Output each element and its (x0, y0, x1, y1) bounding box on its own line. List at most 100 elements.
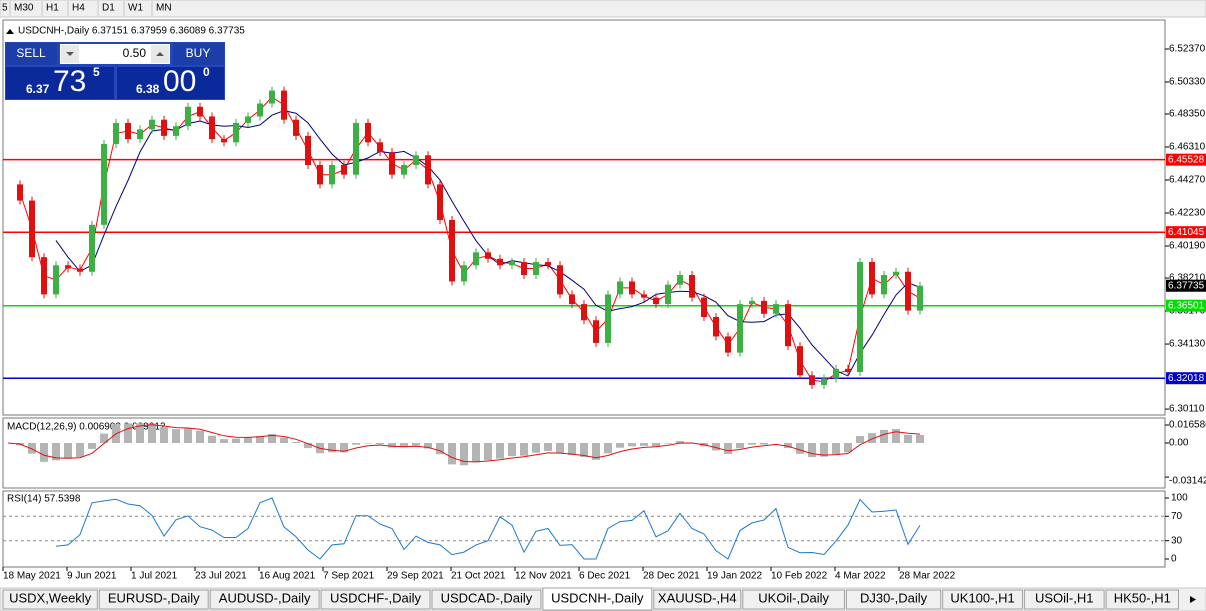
tab[interactable] (209, 589, 320, 610)
tab[interactable] (942, 589, 1023, 610)
macd-bar (916, 434, 924, 444)
tab-label[interactable]: UKOil-,Daily (758, 590, 829, 605)
macd-bar (400, 443, 408, 448)
tab-label[interactable]: USOil-,H1 (1035, 590, 1094, 605)
candle (101, 143, 107, 225)
sell-price-box[interactable] (6, 67, 114, 99)
x-tick-label: 23 Jul 2021 (195, 571, 247, 582)
level-label-bg (1166, 299, 1206, 312)
main-panel (2, 19, 1166, 416)
timeframe-button[interactable]: D1 (102, 3, 115, 14)
toolbar (0, 0, 1206, 18)
candle (113, 122, 119, 144)
timeframe-button[interactable]: 5 (2, 3, 8, 14)
macd-bar (52, 443, 60, 461)
macd-bar (304, 443, 312, 449)
tab[interactable] (1105, 589, 1179, 610)
macd-bar (28, 443, 36, 454)
buy-button[interactable] (173, 43, 224, 65)
candle (209, 116, 215, 140)
macd-bar (712, 443, 720, 451)
tab[interactable] (431, 589, 542, 610)
tab[interactable] (742, 589, 845, 610)
candle (797, 346, 803, 376)
macd-bar (208, 435, 216, 444)
buy-price-box[interactable] (117, 67, 224, 99)
macd-tick-label: 0.016586 (1169, 420, 1206, 431)
tab-label[interactable]: AUDUSD-,Daily (219, 590, 311, 605)
tab-label[interactable]: UK100-,H1 (950, 590, 1014, 605)
tab[interactable] (320, 589, 431, 610)
candle (89, 224, 95, 272)
macd-bar (472, 443, 480, 463)
candle (53, 265, 59, 295)
macd-tick-label: 0.00 (1169, 438, 1189, 449)
buy-label[interactable]: BUY (186, 46, 211, 60)
lot-up-icon (156, 52, 164, 56)
macd-bar (148, 423, 156, 444)
price-label: 6.37735 (1168, 280, 1205, 291)
tab[interactable] (845, 589, 942, 610)
candle (341, 164, 347, 175)
tab[interactable] (653, 589, 742, 610)
macd-bar (616, 443, 624, 448)
tab-label[interactable]: XAUUSD-,H4 (658, 590, 737, 605)
candle (41, 257, 47, 295)
candle (857, 262, 863, 373)
sell-label[interactable]: SELL (16, 46, 46, 60)
candle (473, 252, 479, 266)
candle (461, 265, 467, 282)
tab[interactable] (2, 589, 98, 610)
macd-bar (340, 443, 348, 453)
macd-bar (484, 443, 492, 461)
tab-label[interactable]: EURUSD-,Daily (108, 590, 200, 605)
timeframe-button[interactable]: W1 (128, 3, 143, 14)
buy-price-small: 0 (203, 65, 210, 79)
tab[interactable] (98, 589, 209, 610)
sell-price-small: 5 (93, 65, 100, 79)
macd-bar (496, 443, 504, 459)
macd-bar (292, 442, 300, 444)
tab-label[interactable]: USDX,Weekly (9, 590, 92, 605)
y-tick-label: 6.50330 (1169, 77, 1206, 88)
tab-label[interactable]: USDCHF-,Daily (330, 590, 422, 605)
macd-bar (664, 443, 672, 444)
candle (245, 116, 251, 123)
candle (77, 268, 83, 272)
macd-bar (580, 443, 588, 457)
macd-bar (844, 443, 852, 453)
tab[interactable] (1023, 589, 1105, 610)
lot-field[interactable] (60, 44, 170, 64)
candle (761, 300, 767, 314)
x-tick-label: 21 Oct 2021 (451, 571, 506, 582)
timeframe-button[interactable]: H4 (72, 3, 85, 14)
tab-label[interactable]: USDCAD-,Daily (441, 590, 533, 605)
tab-label[interactable]: DJ30-,Daily (860, 590, 928, 605)
candle (545, 262, 551, 266)
candle (653, 297, 659, 305)
macd-bar (532, 443, 540, 453)
tab-scroll-right[interactable] (1190, 596, 1196, 603)
lot-value[interactable]: 0.50 (123, 46, 147, 60)
macd-bar (424, 443, 432, 449)
candle (701, 297, 707, 318)
candle (533, 262, 539, 275)
candle (353, 122, 359, 175)
sell-button[interactable] (6, 43, 57, 65)
timeframe-button[interactable]: MN (156, 3, 172, 14)
candle (269, 90, 275, 104)
x-tick-label: 9 Jun 2021 (67, 571, 117, 582)
level-label: 6.41045 (1168, 227, 1205, 238)
tab[interactable] (542, 587, 653, 611)
candle (377, 142, 383, 153)
candle (557, 265, 563, 295)
candle (185, 106, 191, 127)
tab-label[interactable]: USDCNH-,Daily (551, 590, 644, 605)
timeframe-button[interactable]: M30 (14, 3, 34, 14)
tab-label[interactable]: HK50-,H1 (1114, 590, 1171, 605)
candle (749, 300, 755, 305)
macd-bar (376, 443, 384, 445)
candle (617, 281, 623, 295)
x-tick-label: 16 Aug 2021 (259, 571, 316, 582)
timeframe-button[interactable]: H1 (46, 3, 59, 14)
